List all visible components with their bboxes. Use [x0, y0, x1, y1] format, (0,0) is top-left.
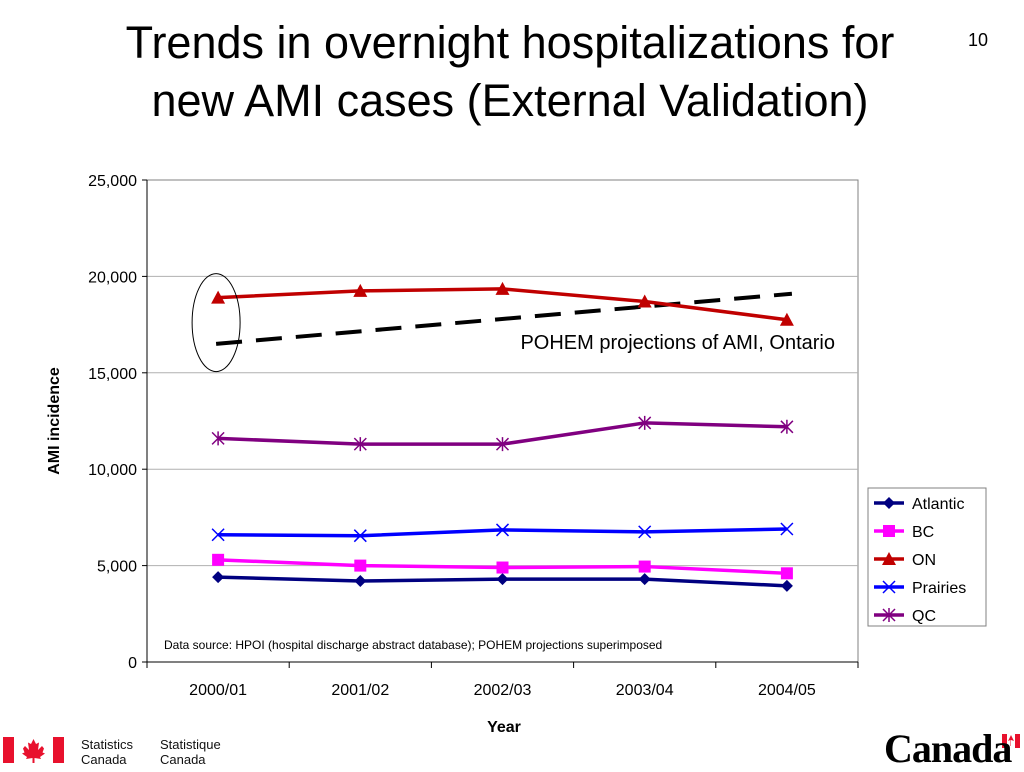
maple-leaf-icon	[22, 739, 45, 763]
marker-x	[495, 523, 510, 537]
flag-left-bar	[3, 737, 14, 763]
marker-star	[495, 437, 510, 452]
marker-diamond	[496, 573, 509, 586]
legend-item-bc: BC	[874, 524, 934, 541]
gridlines	[147, 275, 858, 567]
highlight-ellipse	[191, 273, 241, 373]
x-tick-label: 2002/03	[474, 682, 532, 699]
y-tick-label: 10,000	[88, 462, 137, 479]
y-axis: 0 5,000 10,000 15,000 20,000 25,000	[88, 173, 148, 672]
wordmark-maple-leaf-icon	[1008, 735, 1014, 746]
x-axis: 2000/01 2001/02 2002/03 2003/04 2004/05	[146, 661, 859, 699]
marker-triangle	[495, 281, 510, 295]
marker-star	[780, 419, 794, 434]
marker-star	[638, 415, 652, 430]
series-layer	[191, 273, 794, 592]
projection-line	[215, 291, 793, 346]
data-source-note: Data source: HPOI (hospital discharge ab…	[164, 638, 662, 652]
marker-diamond	[883, 497, 895, 509]
marker-square	[638, 560, 651, 573]
marker-square	[883, 525, 895, 537]
agency-en-line-1: Statistics	[81, 737, 134, 752]
statistics-canada-flag	[3, 737, 64, 763]
marker-square	[354, 559, 367, 572]
legend-label-bc: BC	[912, 524, 934, 541]
legend-item-qc: QC	[874, 608, 936, 625]
agency-name-french: Statistique Canada	[160, 737, 221, 767]
flag-right-bar	[53, 737, 64, 763]
marker-x	[211, 528, 225, 542]
marker-x	[353, 529, 367, 543]
agency-en-line-2: Canada	[81, 752, 127, 767]
agency-fr-line-1: Statistique	[160, 737, 221, 752]
agency-fr-line-2: Canada	[160, 752, 206, 767]
projection-layer	[215, 291, 793, 346]
marker-diamond	[638, 573, 651, 586]
x-axis-title: Year	[487, 719, 521, 736]
agency-name-english: Statistics Canada	[81, 737, 133, 767]
marker-square	[780, 567, 793, 580]
marker-x	[780, 522, 794, 536]
projection-label: POHEM projections of AMI, Ontario	[520, 332, 835, 354]
wordmark-flag-right	[1015, 734, 1020, 748]
legend-item-prairies: Prairies	[874, 580, 966, 597]
slide-title-line-1: Trends in overnight hospitalizations for	[125, 17, 895, 68]
marker-triangle	[353, 283, 368, 297]
plot-area	[146, 179, 859, 663]
marker-square	[496, 561, 509, 574]
legend-label-prairies: Prairies	[912, 580, 966, 597]
legend-item-atlantic: Atlantic	[874, 496, 964, 513]
x-tick-label: 2003/04	[616, 682, 674, 699]
marker-diamond	[780, 579, 793, 592]
slide-title-line-2: new AMI cases (External Validation)	[151, 75, 869, 126]
marker-triangle	[211, 290, 226, 304]
y-tick-label: 20,000	[88, 269, 137, 286]
wordmark-flag-left	[1002, 734, 1007, 748]
series-bc	[212, 553, 793, 580]
marker-x	[638, 525, 652, 539]
marker-star	[211, 431, 225, 446]
legend-label-atlantic: Atlantic	[912, 496, 964, 513]
marker-star	[353, 437, 367, 452]
x-tick-label: 2004/05	[758, 682, 816, 699]
series-qc	[211, 415, 794, 452]
marker-triangle	[637, 294, 652, 308]
y-tick-label: 5,000	[97, 559, 137, 576]
y-tick-label: 25,000	[88, 173, 137, 190]
legend-label-qc: QC	[912, 608, 936, 625]
slide-number: 10	[968, 30, 989, 50]
y-tick-label: 15,000	[88, 366, 137, 383]
x-tick-label: 2000/01	[189, 682, 247, 699]
legend-item-on: ON	[874, 552, 936, 569]
series-on	[211, 281, 794, 326]
marker-square	[212, 553, 225, 566]
marker-diamond	[212, 571, 225, 584]
canada-wordmark: Canada	[884, 726, 1012, 771]
series-prairies	[211, 522, 794, 543]
canada-wordmark-flag	[1002, 734, 1020, 748]
marker-x	[882, 580, 896, 594]
legend-box	[867, 487, 987, 627]
marker-star	[882, 608, 896, 622]
y-axis-title: AMI incidence	[46, 367, 63, 475]
y-tick-label: 0	[128, 655, 137, 672]
marker-diamond	[354, 575, 367, 588]
x-tick-label: 2001/02	[331, 682, 389, 699]
slide-title: Trends in overnight hospitalizations for…	[40, 14, 980, 130]
legend: Atlantic BC ON Prairies QC	[867, 487, 987, 627]
series-atlantic	[212, 571, 793, 592]
marker-triangle	[882, 552, 896, 565]
marker-triangle	[779, 312, 794, 326]
legend-label-on: ON	[912, 552, 936, 569]
